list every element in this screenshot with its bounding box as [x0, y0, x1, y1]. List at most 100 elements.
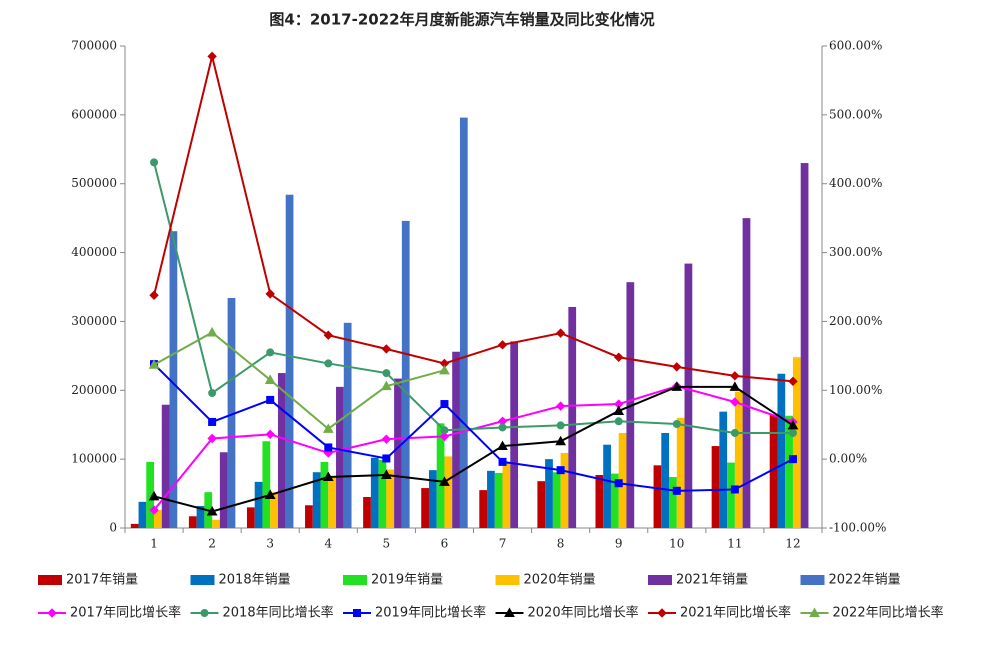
line-marker — [266, 348, 275, 357]
line-marker — [555, 328, 566, 338]
x-tick-label: 3 — [266, 537, 274, 551]
bar — [320, 461, 329, 528]
line-marker — [149, 290, 159, 300]
line-marker — [787, 419, 799, 430]
bar — [277, 373, 286, 528]
legend-marker — [47, 608, 57, 618]
bar — [386, 469, 395, 528]
line-marker — [439, 364, 450, 375]
bar — [138, 501, 147, 528]
bar — [610, 473, 619, 528]
bar — [370, 457, 379, 528]
y2-tick-label: 300.00% — [829, 245, 882, 259]
line-marker — [264, 374, 276, 384]
line — [153, 385, 794, 511]
line-marker — [149, 505, 159, 515]
legend-label: 2019年销量 — [371, 573, 443, 588]
legend-swatch — [190, 575, 215, 585]
legend-label: 2021年销量 — [676, 573, 748, 588]
bar — [510, 341, 519, 528]
line-marker — [498, 457, 507, 466]
line — [153, 331, 445, 431]
line — [153, 385, 794, 513]
line-marker — [672, 420, 681, 429]
legend-label: 2019年同比增长率 — [375, 605, 486, 621]
line-marker — [322, 423, 334, 433]
x-tick-label: 11 — [727, 537, 742, 551]
line-marker — [266, 395, 275, 404]
legend-marker — [657, 608, 667, 618]
y2-tick-label: 100.00% — [829, 383, 882, 397]
line-marker — [381, 380, 392, 391]
line-marker — [207, 433, 217, 444]
bar — [285, 194, 294, 528]
bar — [394, 378, 402, 528]
y-tick-label: 500000 — [71, 176, 117, 190]
line-marker — [381, 469, 392, 479]
legend-marker — [200, 609, 209, 617]
line-marker — [614, 352, 624, 362]
x-tick-label: 10 — [669, 537, 684, 551]
chart-title: 图4：2017-2022年月度新能源汽车销量及同比变化情况 — [269, 11, 654, 29]
line-marker — [555, 401, 566, 411]
line-marker — [556, 466, 565, 475]
y-tick-label: 300000 — [71, 314, 117, 328]
y2-tick-label: 400.00% — [829, 176, 882, 190]
bar — [444, 456, 453, 528]
bar — [719, 411, 728, 528]
bar — [421, 488, 429, 528]
bar — [363, 497, 371, 528]
x-tick-label: 12 — [785, 537, 800, 551]
line-marker — [265, 289, 275, 299]
line-marker — [206, 326, 218, 337]
line-marker — [788, 455, 797, 464]
x-tick-label: 4 — [324, 537, 332, 551]
bar — [727, 462, 735, 528]
x-tick-label: 2 — [208, 537, 216, 551]
line-marker — [440, 400, 449, 409]
bar — [552, 472, 561, 528]
line — [153, 56, 794, 383]
line — [153, 363, 794, 492]
legend-label: 2018年销量 — [219, 573, 291, 588]
line-marker — [382, 369, 391, 378]
legend-label: 2017年销量 — [66, 573, 138, 588]
y-tick-label: 400000 — [71, 245, 117, 259]
bar — [568, 306, 577, 528]
line-marker — [730, 397, 740, 407]
line-marker — [671, 381, 683, 391]
y2-tick-label: -100.00% — [829, 521, 886, 535]
bar — [436, 423, 445, 528]
bar — [428, 470, 437, 528]
line-marker — [614, 417, 623, 426]
bar — [661, 432, 670, 528]
bar — [146, 461, 155, 528]
line-marker — [788, 428, 797, 437]
bar — [154, 510, 162, 528]
line-marker — [555, 435, 566, 446]
line-marker — [498, 423, 507, 432]
line-marker — [324, 443, 333, 452]
line-marker — [497, 340, 508, 350]
bar — [684, 263, 693, 528]
line-marker — [672, 486, 681, 495]
line-marker — [322, 471, 334, 482]
bar — [246, 507, 255, 528]
bar — [328, 476, 337, 528]
line-marker — [497, 440, 508, 451]
bar — [130, 523, 139, 528]
bar — [603, 444, 611, 528]
bar — [188, 516, 197, 528]
bar — [537, 481, 546, 528]
bar — [401, 220, 410, 528]
legend-marker — [504, 607, 515, 617]
bar — [769, 415, 778, 528]
legend-swatch — [343, 575, 367, 585]
bar — [653, 465, 662, 528]
line-marker — [265, 429, 275, 440]
bar — [560, 452, 569, 528]
line-marker — [439, 431, 450, 442]
line-marker — [208, 389, 217, 398]
x-tick-label: 8 — [557, 537, 565, 551]
